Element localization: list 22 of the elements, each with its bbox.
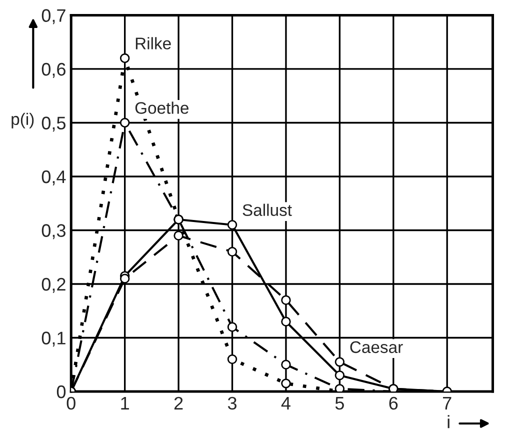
- x-tick-label: 5: [335, 397, 344, 410]
- x-tick-label: 1: [121, 397, 129, 410]
- x-tick-label: 2: [174, 396, 183, 410]
- y-tick-label: 0,3: [42, 224, 66, 240]
- y-tick-label: 0,5: [42, 116, 66, 132]
- annotation: Goethe: [135, 102, 188, 114]
- x-tick-label: 0: [66, 396, 76, 410]
- annotation: Caesar: [350, 341, 403, 354]
- x-tick-label: 7: [443, 397, 452, 410]
- y-axis-title: p(i): [12, 112, 34, 128]
- y-tick-label: 0,6: [42, 62, 66, 78]
- x-tick-label: 6: [389, 396, 398, 410]
- y-tick-label: 0,2: [42, 278, 66, 293]
- y-tick-label: 0,7: [42, 9, 66, 24]
- y-tick-label: 0: [56, 385, 66, 398]
- annotation: Sallust: [242, 204, 292, 216]
- x-tick-label: 4: [281, 397, 290, 410]
- y-tick-label: 0,1: [42, 332, 66, 347]
- x-tick-label: 3: [228, 396, 236, 410]
- annotation: Rilke: [136, 37, 171, 50]
- y-tick-label: 0,4: [42, 170, 66, 186]
- x-axis-title: i: [448, 415, 450, 428]
